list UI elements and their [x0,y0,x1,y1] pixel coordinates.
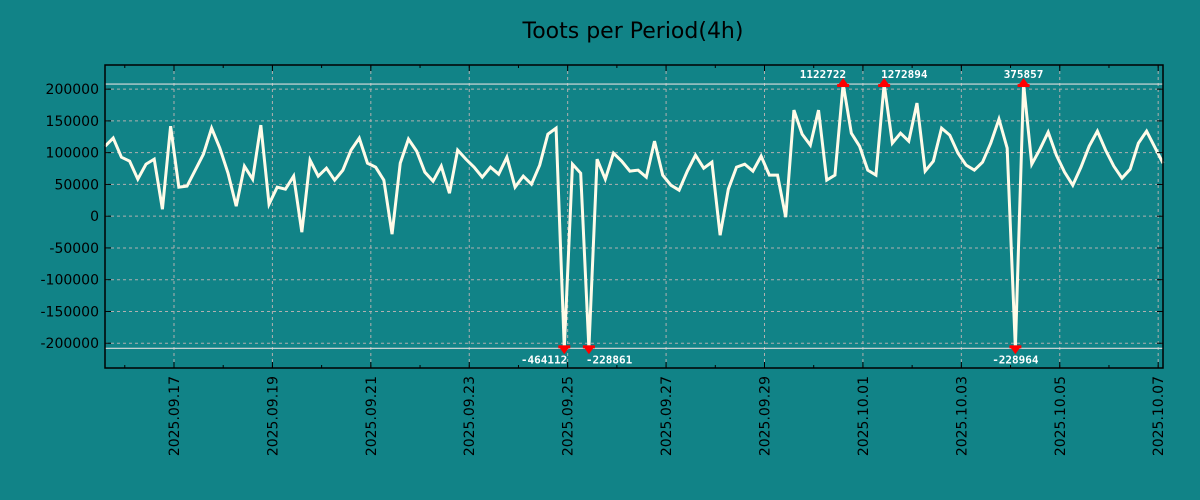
outlier-down-marker [1010,347,1021,355]
outlier-value-label: -228964 [992,353,1039,366]
x-tick-label: 2025.09.21 [364,376,380,456]
x-tick-label: 2025.09.23 [462,376,478,456]
x-tick-label: 2025.10.03 [954,376,970,456]
outlier-markers: -464112 -228861 1122722 1272894 -228964 37585… [521,68,1044,366]
outlier-up-marker [1018,78,1029,86]
outlier-down-marker [583,347,594,355]
outlier-marker-bar [558,345,571,349]
x-axis: 2025.09.17 2025.09.19 2025.09.21 2025.09.23… [124,65,1167,456]
x-tick-label: 2025.09.25 [561,376,577,456]
chart-title: Toots per Period(4h) [522,19,744,44]
series-line-path [103,83,1165,349]
clip-lines [105,83,1163,349]
x-tick-label: 2025.10.07 [1151,376,1167,456]
y-tick-label: 50000 [54,177,99,193]
outlier-up-marker [838,78,849,86]
x-tick-label: 2025.09.19 [265,376,281,456]
outlier-marker-bar [837,84,850,88]
series-line [103,83,1165,349]
outlier-value-label: -228861 [586,353,633,366]
x-tick-label: 2025.10.01 [856,376,872,456]
y-tick-label: 100000 [46,146,99,162]
x-tick-label: 2025.09.17 [167,376,183,456]
y-tick-label: -150000 [41,304,100,320]
y-axis: -200000 -150000 -100000 -50000 0 50000 100000 1… [41,82,1163,352]
outlier-up-marker [879,78,890,86]
outlier-value-label: 1272894 [881,68,928,81]
grid [105,65,1163,368]
outlier-value-label: 375857 [1004,68,1044,81]
y-tick-label: -50000 [49,241,99,257]
y-tick-label: 200000 [46,82,99,98]
x-tick-label: 2025.10.05 [1053,376,1069,456]
x-tick-label: 2025.09.29 [758,376,774,456]
y-tick-label: 150000 [46,114,99,130]
outlier-value-label: -464112 [521,353,567,366]
y-tick-label: -200000 [41,336,100,352]
outlier-value-label: 1122722 [800,68,846,81]
outlier-marker-bar [1009,345,1022,349]
x-tick-label: 2025.09.27 [659,376,675,456]
outlier-marker-bar [878,84,891,88]
y-tick-label: -100000 [41,273,100,289]
plot-frame [104,64,1164,369]
outlier-marker-bar [582,345,595,349]
outlier-down-marker [559,347,570,355]
y-tick-label: 0 [90,209,99,225]
outlier-marker-bar [1017,84,1030,88]
